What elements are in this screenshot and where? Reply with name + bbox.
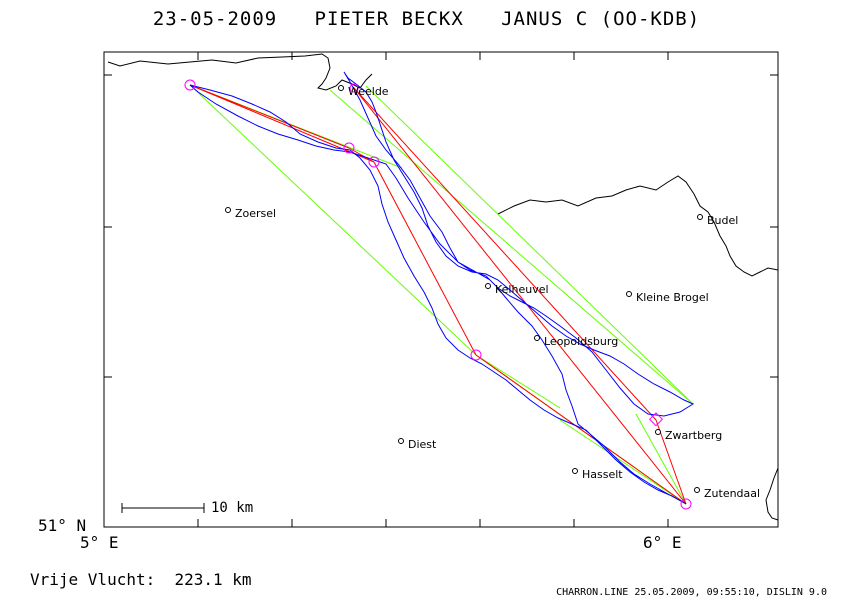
border-line-north [107,53,373,91]
turnpoint-finish [648,412,664,427]
place-label-zoersel: Zoersel [235,207,277,220]
place-label-hasselt: Hasselt [582,468,623,481]
turnpoints [184,79,692,510]
place-label-zwartberg: Zwartberg [665,429,723,442]
turnpoint-5 [349,83,359,93]
flight-title: 23-05-2009 PIETER BECKX JANUS C (OO-KDB) [152,8,701,30]
place-label-weelde: Weelde [348,85,389,98]
latitude-label: 51° N [38,516,87,535]
axis-ticks [104,52,778,528]
footer-info: CHARRON.LINE 25.05.2009, 09:55:10, DISLI… [556,587,827,598]
scale-bar [121,503,205,513]
place-label-budel: Budel [707,214,739,227]
border-line-east [497,175,779,277]
longitude-label-left: 5° E [80,533,119,552]
free-flight-distance: Vrije Vlucht: 223.1 km [30,570,252,589]
turnpoint-2 [368,156,380,168]
turnpoint-4 [680,498,692,510]
course-legs [189,84,687,505]
turnpoint-1 [343,142,355,154]
place-label-diest: Diest [408,438,437,451]
turnpoint-3 [470,349,482,361]
longitude-label-right: 6° E [643,533,682,552]
border-line-southeast [765,467,779,521]
map-frame [103,51,779,528]
turnpoint-start [184,79,196,91]
place-label-kleine-brogel: Kleine Brogel [636,291,709,304]
place-label-kelheuvel: Kelheuvel [495,283,549,296]
place-label-leopoldsburg: Leopoldsburg [544,335,619,348]
task-sectors [189,84,694,505]
scale-bar-label: 10 km [211,500,254,516]
town-markers [225,85,703,493]
place-label-zutendaal: Zutendaal [704,487,761,500]
flight-track [189,71,695,505]
